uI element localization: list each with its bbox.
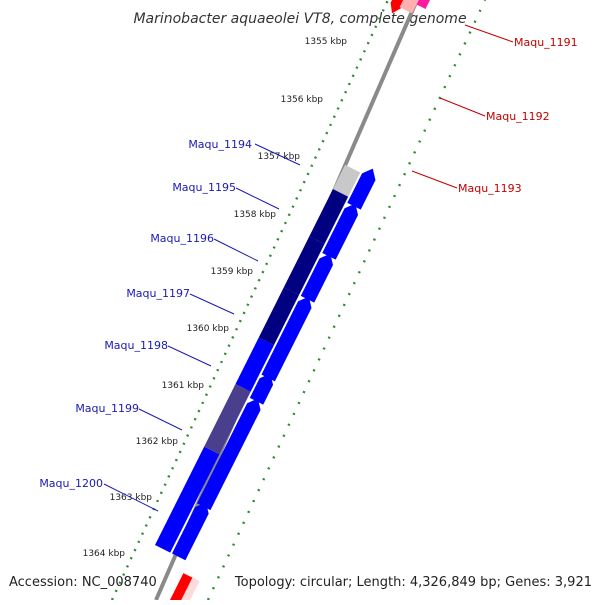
gene-arrow-maqu-1196 bbox=[300, 253, 333, 303]
gene-label-maqu-1199: Maqu_1199 bbox=[75, 402, 139, 415]
leader-line bbox=[103, 483, 159, 512]
gene-bar-bottom-red bbox=[170, 573, 196, 605]
gene-arrow-maqu-1198 bbox=[249, 373, 274, 405]
scale-label: 1362 kbp bbox=[136, 437, 179, 447]
gene-bar-maqu-1199-a bbox=[204, 384, 251, 455]
scale-label: 1355 kbp bbox=[305, 37, 348, 47]
leader-line bbox=[254, 143, 301, 166]
leader-line bbox=[213, 238, 259, 262]
gene-label-maqu-1192: Maqu_1192 bbox=[486, 110, 550, 123]
gene-label-maqu-1194: Maqu_1194 bbox=[188, 138, 252, 151]
scale-labels: 1355 kbp 1356 kbp 1357 kbp 1358 kbp 1359 kbp… bbox=[83, 37, 348, 559]
gene-label-maqu-1191: Maqu_1191 bbox=[514, 36, 578, 49]
gene-bar-maqu-1200-a bbox=[155, 446, 220, 553]
gene-arrow-maqu-1199 bbox=[197, 398, 261, 511]
gene-label-maqu-1200: Maqu_1200 bbox=[39, 477, 103, 490]
scale-label: 1356 kbp bbox=[281, 95, 324, 105]
scale-label: 1358 kbp bbox=[234, 210, 277, 220]
gene-label-maqu-1196: Maqu_1196 bbox=[150, 232, 214, 245]
genome-summary-text: Topology: circular; Length: 4,326,849 bp… bbox=[234, 575, 592, 590]
gene-label-maqu-1197: Maqu_1197 bbox=[126, 287, 190, 300]
scale-label: 1361 kbp bbox=[162, 381, 205, 391]
leader-line bbox=[411, 170, 458, 189]
scale-label: 1357 kbp bbox=[258, 152, 301, 162]
scale-label: 1360 kbp bbox=[187, 324, 230, 334]
leader-line bbox=[464, 24, 514, 43]
forward-strand-track bbox=[155, 164, 376, 561]
gene-bar-maqu-1191-faded bbox=[399, 0, 419, 14]
leader-line bbox=[138, 408, 183, 431]
accession-text: Accession: NC_008740 bbox=[9, 575, 157, 590]
gene-arrow-maqu-1194 bbox=[347, 168, 376, 210]
scale-label: 1359 kbp bbox=[211, 267, 254, 277]
gene-label-maqu-1193: Maqu_1193 bbox=[458, 182, 522, 195]
gene-bar-maqu-1196-a bbox=[283, 236, 325, 296]
gene-label-maqu-1198: Maqu_1198 bbox=[104, 339, 168, 352]
left-tick-track bbox=[110, 0, 390, 601]
gene-bar-maqu-1194-a bbox=[332, 164, 361, 197]
scale-label: 1364 kbp bbox=[83, 549, 126, 559]
leader-line bbox=[189, 293, 235, 315]
gene-bar-maqu-1197-a bbox=[258, 287, 299, 346]
gene-bar-bottom-pale bbox=[178, 577, 200, 605]
leader-line bbox=[235, 187, 280, 210]
map-title: Marinobacter aquaeolei VT8, complete gen… bbox=[133, 11, 466, 27]
gene-labels: Maqu_1194 Maqu_1195 Maqu_1196 Maqu_1197 Maqu… bbox=[39, 24, 578, 512]
tick-tracks bbox=[110, 0, 487, 601]
reverse-strand-track bbox=[170, 0, 431, 605]
leader-line bbox=[439, 97, 486, 117]
gene-bar-maqu-1198-a bbox=[235, 337, 274, 392]
right-tick-track bbox=[206, 0, 487, 601]
gene-arrow-maqu-1195 bbox=[322, 203, 359, 260]
gene-label-maqu-1195: Maqu_1195 bbox=[172, 181, 236, 194]
gene-bar-maqu-1195-a bbox=[309, 189, 349, 245]
leader-line bbox=[167, 345, 212, 367]
gene-bar-maqu-1192 bbox=[414, 0, 431, 9]
gene-arrow-maqu-1200 bbox=[171, 502, 209, 561]
gene-arrow-maqu-1197 bbox=[261, 296, 312, 382]
